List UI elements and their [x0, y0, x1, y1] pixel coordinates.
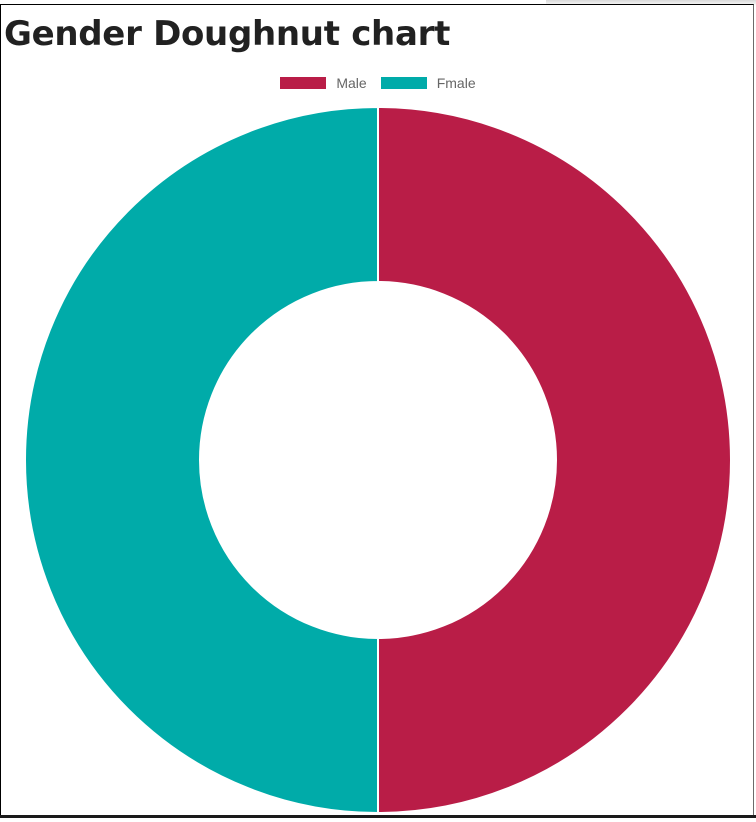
legend-label-male: Male: [336, 75, 367, 91]
window-shadow: [546, 0, 756, 6]
page-title: Gender Doughnut chart: [4, 14, 451, 54]
legend-item-fmale[interactable]: Fmale: [380, 75, 476, 91]
legend-item-male[interactable]: Male: [280, 75, 367, 91]
doughnut-slice-fmale[interactable]: [24, 105, 379, 815]
legend-swatch-fmale: [380, 77, 427, 89]
legend-label-fmale: Fmale: [436, 75, 476, 91]
doughnut-slice-male[interactable]: [377, 105, 732, 815]
doughnut-slices: [24, 105, 732, 815]
legend-swatch-male: [280, 77, 327, 89]
chart-legend: Male Fmale: [0, 75, 756, 91]
bottom-border: [0, 815, 756, 818]
